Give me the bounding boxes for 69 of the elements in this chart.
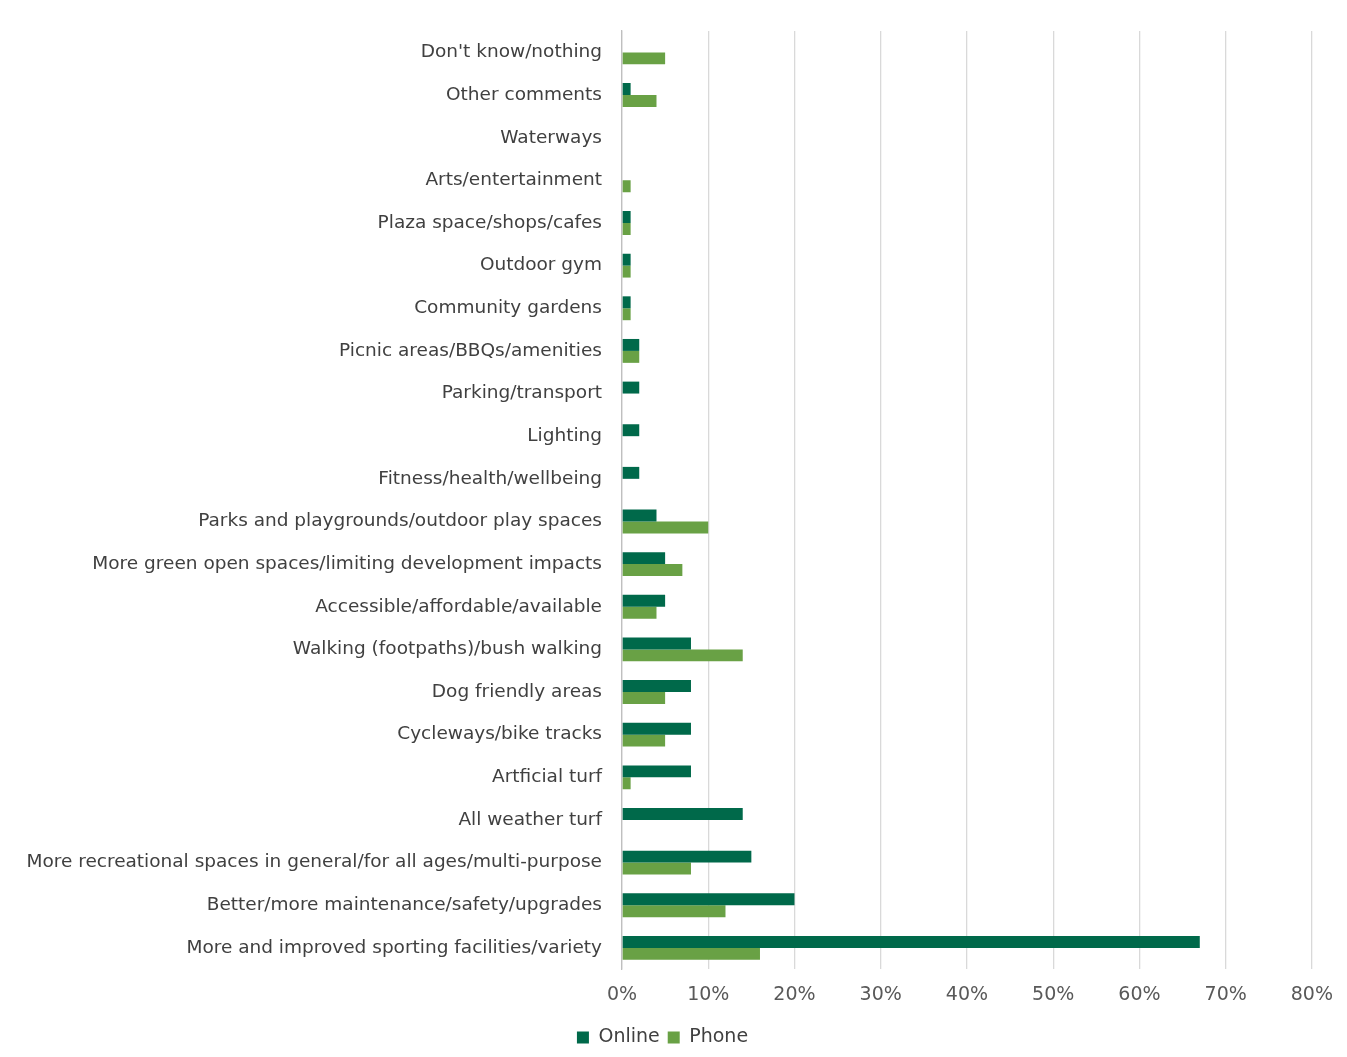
bar: [622, 265, 631, 278]
bar: [622, 637, 691, 650]
y-tick-label: More recreational spaces in general/for all ages/multi-purpose: [26, 850, 602, 872]
bar: [622, 253, 631, 266]
bar: [622, 180, 631, 193]
bar: [622, 935, 1200, 948]
y-tick-label: Plaza space/shops/cafes: [377, 210, 602, 232]
x-tick-label: 70%: [1204, 981, 1247, 1004]
bar: [622, 222, 631, 235]
y-tick-label: Arts/entertainment: [425, 168, 602, 190]
bar: [622, 680, 691, 693]
y-tick-label: All weather turf: [458, 807, 603, 829]
y-tick-label: Better/more maintenance/safety/upgrades: [206, 893, 602, 915]
bar: [622, 52, 666, 65]
bar: [622, 350, 640, 363]
x-tick-label: 80%: [1290, 981, 1333, 1004]
bar: [622, 765, 691, 778]
bar: [622, 296, 631, 309]
y-tick-label: Waterways: [500, 125, 602, 147]
bar: [622, 466, 640, 479]
x-tick-label: 0%: [606, 981, 638, 1004]
bar: [622, 521, 709, 534]
bar: [622, 381, 640, 394]
bar: [622, 308, 631, 321]
y-tick-label: Picnic areas/BBQs/amenities: [339, 338, 602, 360]
bar: [622, 83, 631, 96]
y-tick-label: Parks and playgrounds/outdoor play spaces: [198, 509, 602, 531]
bar: [622, 722, 691, 735]
y-tick-label: Other comments: [446, 82, 602, 104]
y-tick-label: Don't know/nothing: [420, 40, 602, 62]
y-tick-label: Fitness/health/wellbeing: [378, 466, 602, 488]
bar: [622, 95, 657, 107]
bar: [622, 734, 666, 747]
bar: [622, 338, 640, 351]
bar: [622, 211, 631, 223]
legend-label: Online: [598, 1024, 660, 1047]
y-tick-label: Cycleways/bike tracks: [397, 722, 602, 744]
bar: [622, 424, 640, 437]
y-tick-label: Accessible/affordable/available: [315, 594, 602, 616]
y-tick-label: More green open spaces/limiting development impacts: [92, 551, 602, 573]
bar: [622, 808, 743, 820]
bar: [622, 893, 795, 906]
x-tick-label: 10%: [687, 981, 730, 1004]
bar: [622, 777, 631, 790]
x-tick-label: 40%: [945, 981, 989, 1004]
y-tick-label: Dog friendly areas: [431, 679, 602, 701]
y-tick-label: Community gardens: [414, 296, 602, 318]
x-tick-label: 50%: [1032, 981, 1075, 1004]
y-tick-label: Lighting: [527, 424, 602, 445]
bar: [622, 692, 666, 704]
bar: [622, 509, 657, 522]
y-tick-label: Artficial turf: [492, 765, 603, 787]
x-tick-label: 60%: [1118, 981, 1161, 1004]
bar: [622, 905, 726, 918]
y-tick-label: Outdoor gym: [479, 253, 602, 275]
bar: [622, 564, 683, 577]
x-tick-label: 20%: [773, 981, 816, 1004]
bar: [622, 862, 691, 875]
y-tick-label: Walking (footpaths)/bush walking: [292, 637, 602, 659]
y-tick-label: More and improved sporting facilities/variety: [186, 935, 603, 957]
y-tick-label: Parking/transport: [441, 381, 602, 403]
bar: [622, 594, 666, 607]
bar: [622, 850, 752, 863]
bar: [622, 606, 657, 619]
x-tick-label: 30%: [859, 981, 902, 1004]
bar: [622, 947, 760, 960]
bar: [622, 649, 743, 662]
legend-label: Phone: [689, 1024, 749, 1047]
bar: [622, 552, 666, 565]
